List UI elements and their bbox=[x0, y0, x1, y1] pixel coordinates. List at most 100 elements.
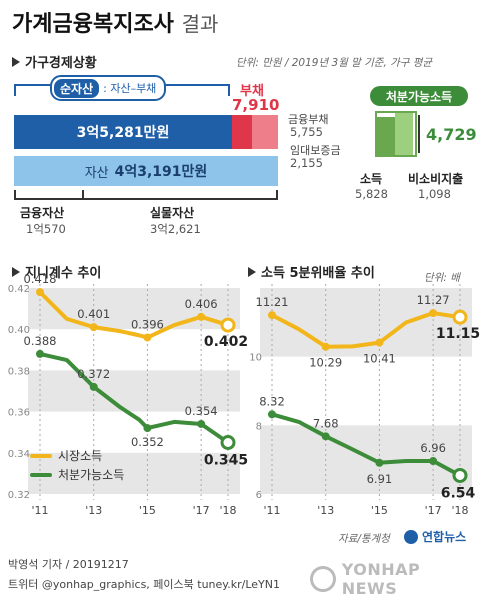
chart1-ytick-label: 6 bbox=[256, 490, 262, 501]
chart0-series-1-data-label: 0.352 bbox=[131, 435, 164, 449]
source-note: 자료/통계청 bbox=[338, 533, 390, 545]
gini-section-title: 지니계수 추이 bbox=[12, 262, 101, 281]
chart0-series-1-point bbox=[220, 435, 236, 450]
chart0-xtick-label: '17 bbox=[193, 504, 210, 517]
chart0-series-0-point bbox=[220, 317, 236, 333]
legend-swatch-disposable bbox=[30, 472, 52, 477]
chart1-series-0-point bbox=[375, 338, 384, 347]
chart1-series-1-point bbox=[452, 467, 468, 483]
chart0-series-1-point bbox=[36, 349, 44, 358]
chart0-series-0-data-label: 0.406 bbox=[185, 297, 218, 311]
ratio-unit: 단위: 배 bbox=[424, 272, 460, 284]
chart1-series-0-point bbox=[268, 311, 276, 320]
logo-text: 연합뉴스 bbox=[422, 530, 467, 544]
legend-label-market: 시장소득 bbox=[58, 449, 103, 463]
chart1-series-1-data-label: 7.68 bbox=[313, 416, 339, 430]
chart0-series-0-point bbox=[143, 333, 152, 342]
chart0-band-2 bbox=[28, 452, 240, 494]
chart1-series-0-point bbox=[452, 309, 468, 325]
income-fill bbox=[395, 113, 413, 155]
net-assets-formula: : 자산–부채 bbox=[103, 82, 157, 95]
chart1-series-0-data-label: 11.15 bbox=[436, 326, 480, 342]
assets-section-title: 가구경제상황 bbox=[12, 52, 97, 71]
chart1-series-1-point bbox=[268, 410, 276, 419]
chart0-series-1-data-label: 0.372 bbox=[77, 367, 110, 381]
disposable-bracket bbox=[418, 115, 426, 153]
chart1-xtick-label: '13 bbox=[317, 504, 334, 517]
chart0-series-1-data-label: 0.388 bbox=[24, 334, 57, 348]
logo: 연합뉴스 bbox=[404, 528, 466, 545]
chart0-xtick-label: '11 bbox=[31, 504, 48, 517]
chart1-series-1-point bbox=[321, 432, 330, 441]
financial-assets-bracket bbox=[14, 190, 84, 200]
nonconsumption-value: 1,098 bbox=[418, 187, 451, 201]
logo-icon bbox=[404, 529, 418, 544]
disposable-income-badge: 처분가능소득 bbox=[370, 86, 468, 106]
chart0-series-0-point bbox=[197, 312, 206, 321]
watermark-text: YONHAP NEWS bbox=[341, 560, 421, 598]
chart1-series-0-data-label: 11.27 bbox=[417, 293, 450, 307]
chart1-series-1-line bbox=[270, 412, 462, 478]
financial-debt-bar bbox=[232, 115, 252, 149]
chart0-ytick-label: 0.34 bbox=[8, 449, 30, 460]
net-assets-label: 순자산 bbox=[54, 78, 100, 98]
chart0-xtick-label: '15 bbox=[139, 504, 156, 517]
debt-value: 7,910 bbox=[232, 96, 280, 114]
chart0-band-0 bbox=[28, 288, 240, 330]
chart1-series-1-data-label: 8.32 bbox=[259, 394, 285, 408]
deposit-value: 2,155 bbox=[290, 156, 323, 170]
social: 트위터 @yonhap_graphics, 페이스북 tuney.kr/LeYN… bbox=[8, 578, 280, 591]
financial-assets-value: 1억570 bbox=[26, 222, 66, 236]
assets-note: 단위: 만원 / 2019년 3월 말 기준, 가구 평균 bbox=[236, 57, 433, 69]
chart1-series-1-data-label: 6.91 bbox=[367, 472, 393, 486]
real-assets-label: 실물자산 bbox=[150, 206, 195, 220]
chart1-xtick-label: '18 bbox=[451, 504, 468, 517]
income-value: 5,828 bbox=[355, 187, 388, 201]
financial-debt-label: 금융부채 bbox=[288, 113, 329, 126]
chart1-ytick-label: 8 bbox=[256, 421, 262, 432]
chart0-ytick-label: 0.40 bbox=[8, 325, 30, 336]
chart0-series-0-line bbox=[38, 290, 230, 340]
chart1-series-0-data-label: 11.21 bbox=[256, 295, 289, 309]
chart0-ytick-label: 0.32 bbox=[8, 490, 30, 501]
title-main: 가계금융복지조사 bbox=[12, 12, 174, 37]
net-assets-badge: 순자산 : 자산–부채 bbox=[50, 75, 167, 101]
net-assets-value: 3억5,281만원 bbox=[76, 125, 170, 141]
chart0-ytick-label: 0.36 bbox=[8, 408, 30, 419]
deposit-label: 임대보증금 bbox=[290, 144, 341, 157]
debt-label: 부채 bbox=[240, 84, 264, 99]
watermark-icon bbox=[310, 566, 336, 592]
legend-label-disposable: 처분가능소득 bbox=[58, 468, 125, 482]
net-assets-bar: 3억5,281만원 bbox=[14, 115, 232, 149]
chart0-series-1-data-label: 0.345 bbox=[204, 453, 248, 469]
chart1-series-1-data-label: 6.54 bbox=[441, 485, 476, 501]
chart0-series-1-line bbox=[38, 351, 230, 445]
chart0-series-1-data-label: 0.354 bbox=[185, 404, 218, 418]
total-assets-value: 4억3,191만원 bbox=[114, 164, 208, 180]
real-assets-bracket bbox=[80, 190, 278, 200]
nonconsumption-label: 비소비지출 bbox=[408, 172, 464, 186]
chart1-series-0-line bbox=[270, 311, 462, 349]
page-title: 가계금융복지조사 결과 bbox=[12, 6, 218, 38]
title-sub: 결과 bbox=[181, 12, 219, 36]
chart0-series-0-data-label: 0.402 bbox=[204, 334, 248, 350]
legend-disposable: 처분가능소득 bbox=[30, 466, 124, 483]
credit: 박영석 기자 / 20191217 bbox=[8, 558, 129, 571]
legend-swatch-market bbox=[30, 453, 52, 458]
total-assets-prefix: 자산 bbox=[84, 165, 109, 181]
deposit-debt-bar bbox=[252, 115, 278, 149]
income-label: 소득 bbox=[360, 172, 383, 186]
real-assets-value: 3억2,621 bbox=[150, 222, 201, 236]
ratio-section-title: 소득 5분위배율 추이 bbox=[248, 262, 375, 281]
triangle-icon bbox=[12, 57, 20, 67]
chart0-series-0-point bbox=[89, 323, 98, 332]
chart0-series-0-data-label: 0.401 bbox=[77, 307, 110, 321]
financial-assets-label: 금융자산 bbox=[20, 206, 65, 220]
chart0-ytick-label: 0.42 bbox=[8, 284, 30, 295]
chart0-series-0-data-label: 0.396 bbox=[131, 317, 164, 331]
chart1-xtick-label: '15 bbox=[371, 504, 388, 517]
chart1-xtick-label: '11 bbox=[263, 504, 280, 517]
watermark: YONHAP NEWS bbox=[310, 560, 480, 598]
chart0-series-1-point bbox=[143, 424, 152, 433]
